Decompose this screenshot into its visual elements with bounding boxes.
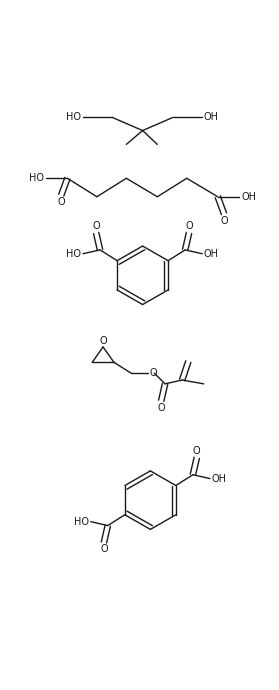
Text: O: O: [99, 336, 107, 346]
Text: O: O: [150, 368, 157, 378]
Text: O: O: [92, 221, 100, 231]
Text: O: O: [193, 446, 201, 456]
Text: O: O: [57, 197, 65, 207]
Text: HO: HO: [29, 173, 44, 184]
Text: OH: OH: [204, 248, 219, 259]
Text: OH: OH: [241, 192, 256, 201]
Text: O: O: [100, 544, 108, 555]
Text: HO: HO: [74, 517, 89, 526]
Text: O: O: [185, 221, 193, 231]
Text: O: O: [220, 216, 228, 226]
Text: OH: OH: [211, 473, 227, 484]
Text: HO: HO: [66, 112, 81, 122]
Text: O: O: [157, 403, 165, 413]
Text: HO: HO: [66, 248, 81, 259]
Text: OH: OH: [204, 112, 219, 122]
